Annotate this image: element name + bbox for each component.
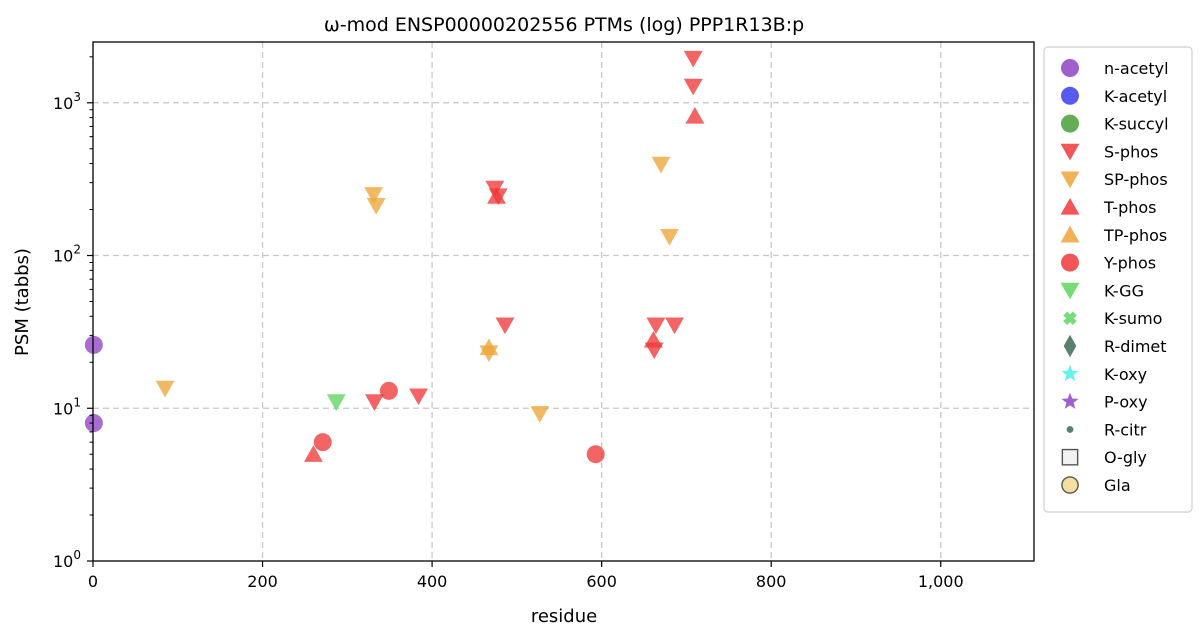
s-phos-point xyxy=(665,317,685,335)
s-phos-point xyxy=(646,317,666,335)
legend-box xyxy=(1043,46,1193,513)
t-phos-point xyxy=(487,187,506,204)
legend: n-acetyl K-acetyl K-succyl S-phos SP-phos T-p… xyxy=(1043,46,1193,513)
n-acetyl-point xyxy=(84,414,103,433)
legend-label: K-succyl xyxy=(1104,115,1169,134)
x-axis: 0 200 400 600 800 1,000 xyxy=(88,561,964,591)
legend-marker-k-acetyl xyxy=(1061,86,1079,105)
legend-marker-gla xyxy=(1061,476,1079,494)
legend-label: Gla xyxy=(1104,476,1131,495)
s-phos-point xyxy=(495,317,515,335)
legend-label: S-phos xyxy=(1104,142,1158,161)
legend-label: R-dimet xyxy=(1104,337,1167,356)
plot-frame xyxy=(92,41,1035,562)
legend-label: T-phos xyxy=(1103,198,1157,217)
legend-marker-k-oxy xyxy=(1061,364,1079,382)
y-axis-label: PSM (tabbs) xyxy=(12,248,33,356)
t-phos-point xyxy=(643,330,663,348)
data-points xyxy=(84,50,705,464)
legend-marker-n-acetyl xyxy=(1061,59,1079,77)
sp-phos-point xyxy=(364,187,384,204)
s-phos-point xyxy=(683,78,703,96)
legend-marker-p-oxy xyxy=(1061,392,1079,409)
sp-phos-point xyxy=(366,198,386,215)
t-phos-point xyxy=(685,106,705,124)
s-phos-point xyxy=(409,388,428,406)
legend-label: n-acetyl xyxy=(1104,59,1169,78)
y-phos-point xyxy=(379,381,398,400)
s-phos-point xyxy=(365,394,384,411)
legend-marker-k-sumo xyxy=(1063,311,1077,325)
legend-label: P-oxy xyxy=(1104,393,1148,412)
y-phos-point xyxy=(313,433,332,452)
y-tick-label: 100 xyxy=(53,548,81,571)
x-tick-label: 200 xyxy=(247,572,278,591)
legend-label: R-citr xyxy=(1104,420,1147,439)
grid-lines xyxy=(93,42,1034,561)
y-tick-label: 101 xyxy=(53,395,81,418)
legend-label: K-oxy xyxy=(1104,365,1147,384)
n-acetyl-point xyxy=(84,335,103,354)
x-tick-label: 0 xyxy=(88,572,98,591)
legend-label: O-gly xyxy=(1104,448,1147,467)
legend-label: SP-phos xyxy=(1104,170,1168,189)
x-tick-label: 800 xyxy=(756,572,787,591)
legend-marker-s-phos xyxy=(1060,143,1080,161)
sp-phos-point xyxy=(530,406,550,423)
y-tick-label: 103 xyxy=(53,90,81,113)
s-phos-point xyxy=(683,50,703,68)
sp-phos-point xyxy=(155,380,175,398)
legend-marker-r-dimet xyxy=(1063,334,1077,358)
legend-label: K-sumo xyxy=(1104,309,1162,328)
legend-marker-k-succyl xyxy=(1061,114,1079,133)
legend-marker-tp-phos xyxy=(1060,225,1080,243)
legend-marker-k-gg xyxy=(1060,282,1080,300)
t-phos-point xyxy=(303,445,323,462)
legend-marker-t-phos xyxy=(1060,198,1080,215)
x-tick-label: 1,000 xyxy=(918,572,964,591)
legend-label: TP-phos xyxy=(1103,226,1167,245)
k-gg-point xyxy=(326,394,346,411)
legend-label: K-GG xyxy=(1104,281,1144,300)
tp-phos-point xyxy=(479,338,499,356)
sp-phos-point xyxy=(660,228,679,246)
x-tick-label: 400 xyxy=(417,572,448,591)
y-tick-label: 102 xyxy=(53,243,81,266)
legend-marker-sp-phos xyxy=(1060,171,1080,189)
legend-marker-o-gly xyxy=(1061,448,1079,466)
legend-marker-y-phos xyxy=(1061,253,1079,272)
legend-label: K-acetyl xyxy=(1104,87,1167,106)
x-tick-label: 600 xyxy=(586,572,617,591)
legend-marker-r-citr xyxy=(1066,425,1074,433)
chart-title: ω-mod ENSP00000202556 PTMs (log) PPP1R13… xyxy=(324,14,804,36)
legend-label: Y-phos xyxy=(1103,254,1156,273)
y-phos-point xyxy=(586,445,605,464)
sp-phos-point xyxy=(651,156,671,174)
y-axis: 100 101 102 103 xyxy=(53,56,93,571)
x-axis-label: residue xyxy=(531,606,597,627)
